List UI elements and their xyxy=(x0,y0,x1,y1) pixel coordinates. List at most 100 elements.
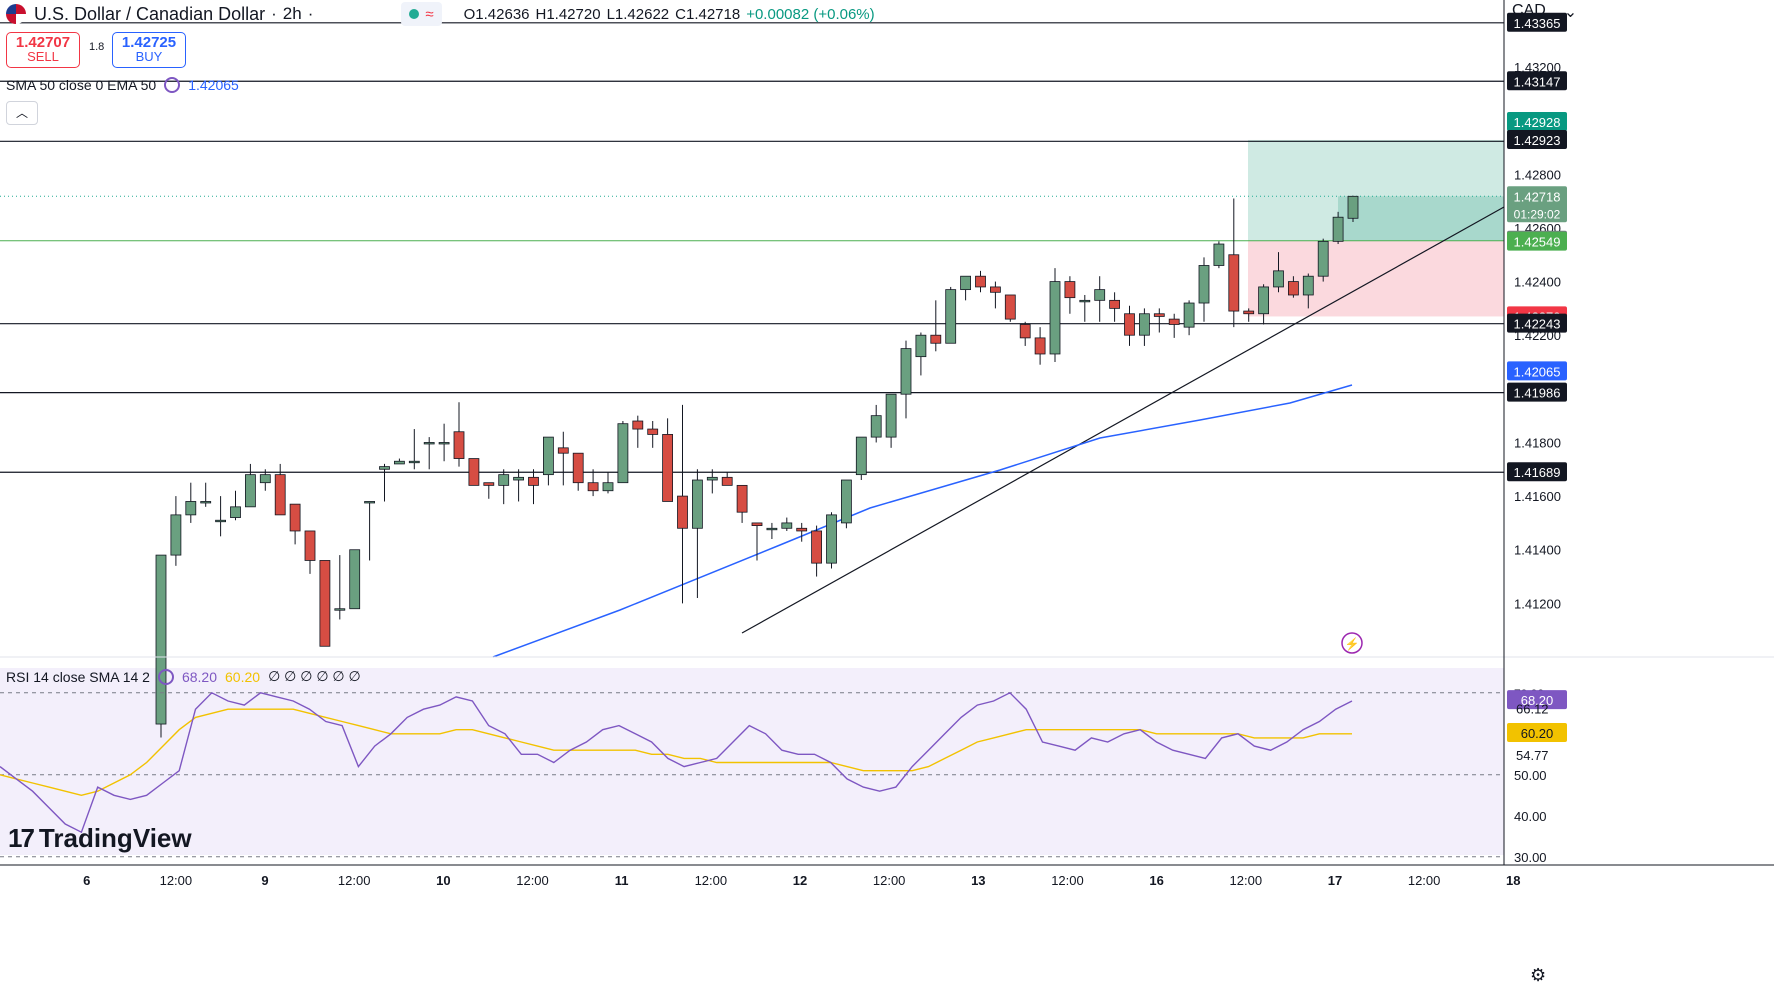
indicator-settings-icon[interactable] xyxy=(164,77,181,93)
candle xyxy=(543,436,554,486)
interval-label[interactable]: 2h xyxy=(282,4,302,23)
price-tick-label: 1.41600 xyxy=(1514,489,1561,504)
candle-body xyxy=(647,428,659,435)
candle-body xyxy=(379,466,390,470)
rsi-extra-values: ∅ ∅ ∅ ∅ ∅ ∅ xyxy=(268,668,361,684)
candle xyxy=(274,463,286,516)
rsi-legend[interactable]: RSI 14 close SMA 14 2 68.20 60.20 ∅ ∅ ∅ … xyxy=(6,668,361,685)
candle xyxy=(796,522,808,542)
rsi-axis-label: 40.00 xyxy=(1514,809,1547,824)
time-tick-label: 12:00 xyxy=(1408,873,1441,888)
candle xyxy=(1019,321,1031,346)
ma-value-tag-bg xyxy=(1507,361,1567,381)
candle-body xyxy=(408,460,420,464)
candle-body xyxy=(1332,216,1344,242)
candle xyxy=(1139,308,1150,346)
candle-body xyxy=(855,436,867,476)
candle-body xyxy=(1347,195,1359,219)
rsi-value: 68.20 xyxy=(181,668,218,685)
candle xyxy=(1109,292,1120,322)
level-tag-bg xyxy=(1507,71,1567,91)
candle xyxy=(230,490,241,521)
candle xyxy=(1049,268,1061,363)
candle-body xyxy=(468,458,480,486)
candle-body xyxy=(945,289,957,344)
candle-body xyxy=(617,423,629,484)
candle-body xyxy=(557,447,569,454)
candle-body xyxy=(230,506,241,518)
time-tick-label: 12:00 xyxy=(338,873,371,888)
candle xyxy=(1332,211,1344,245)
candle-body xyxy=(483,482,495,486)
candle-body xyxy=(602,482,614,492)
price-tick-label: 1.41800 xyxy=(1514,435,1561,450)
candle xyxy=(1034,327,1046,365)
candle-body xyxy=(662,434,673,502)
candle xyxy=(244,463,256,508)
time-tick-label: 12:00 xyxy=(160,873,193,888)
candle xyxy=(1064,276,1076,314)
ohlc-readout: O1.42636 H1.42720 L1.42622 C1.42718 +0.0… xyxy=(464,6,875,23)
candle-body xyxy=(1109,299,1120,309)
candle xyxy=(677,404,688,604)
candle xyxy=(662,418,673,502)
candle-body xyxy=(349,549,361,610)
collapse-legend-button[interactable]: ︿ xyxy=(6,101,38,125)
change-value: +0.00082 (+0.06%) xyxy=(746,5,875,23)
candle-body xyxy=(826,514,837,564)
candle xyxy=(1168,313,1180,338)
indicator-settings-icon[interactable] xyxy=(157,668,174,685)
time-tick-label: 12:00 xyxy=(1230,873,1263,888)
tradingview-logo[interactable]: 17 TradingView xyxy=(8,823,192,854)
candle xyxy=(1183,300,1195,336)
time-tick-label: 6 xyxy=(83,873,90,888)
candle-body xyxy=(796,527,808,532)
candle xyxy=(587,469,599,497)
price-tick-label: 1.41200 xyxy=(1514,596,1561,611)
price-tick-label: 1.42800 xyxy=(1514,167,1561,182)
gear-icon[interactable]: ⚙ xyxy=(1530,965,1547,985)
candle-body xyxy=(304,530,316,561)
candle-body xyxy=(1317,240,1329,277)
sell-button[interactable]: 1.42707 SELL xyxy=(6,32,80,68)
candle xyxy=(334,555,346,620)
candle xyxy=(215,496,227,537)
rsi-value-tag: 68.20 xyxy=(1521,693,1554,708)
candle-body xyxy=(274,474,286,516)
candle-body xyxy=(319,560,331,647)
currency-selector[interactable]: CAD ⌄ xyxy=(1512,2,1577,22)
market-status-pill[interactable]: ≈ xyxy=(401,2,442,26)
candle xyxy=(408,429,420,470)
time-tick-label: 10 xyxy=(436,873,450,888)
candle-body xyxy=(885,393,897,438)
candle-body xyxy=(1243,310,1255,315)
candle xyxy=(841,479,852,529)
candle xyxy=(364,501,376,561)
candle xyxy=(900,340,912,419)
separator-dot: · xyxy=(307,4,314,23)
candle xyxy=(200,482,212,507)
ma-label: SMA 50 close 0 EMA 50 xyxy=(6,77,157,93)
moving-average-legend[interactable]: SMA 50 close 0 EMA 50 1.42065 xyxy=(6,77,239,93)
candle-body xyxy=(766,527,778,531)
candle-body xyxy=(289,503,301,532)
candle-body xyxy=(543,436,554,476)
entry-alt-tag-bg xyxy=(1507,231,1567,251)
entry-alt-tag: 1.42549 xyxy=(1514,235,1561,250)
candle xyxy=(185,482,197,523)
take-profit-tag: 1.42928 xyxy=(1514,115,1561,130)
level-tag: 1.41986 xyxy=(1514,386,1561,401)
candle-body xyxy=(1228,254,1240,312)
symbol-title[interactable]: U.S. Dollar / Canadian Dollar xyxy=(34,3,266,24)
candle xyxy=(379,463,390,502)
candle xyxy=(170,496,182,566)
buy-button[interactable]: 1.42725 BUY xyxy=(112,32,186,68)
brand-name: TradingView xyxy=(38,823,192,853)
open-value: O1.42636 xyxy=(463,5,530,23)
candle-body xyxy=(1004,294,1016,320)
candle xyxy=(453,402,465,467)
candle-body xyxy=(423,442,435,445)
candle-body xyxy=(677,495,688,529)
currency-label: CAD xyxy=(1512,2,1546,19)
